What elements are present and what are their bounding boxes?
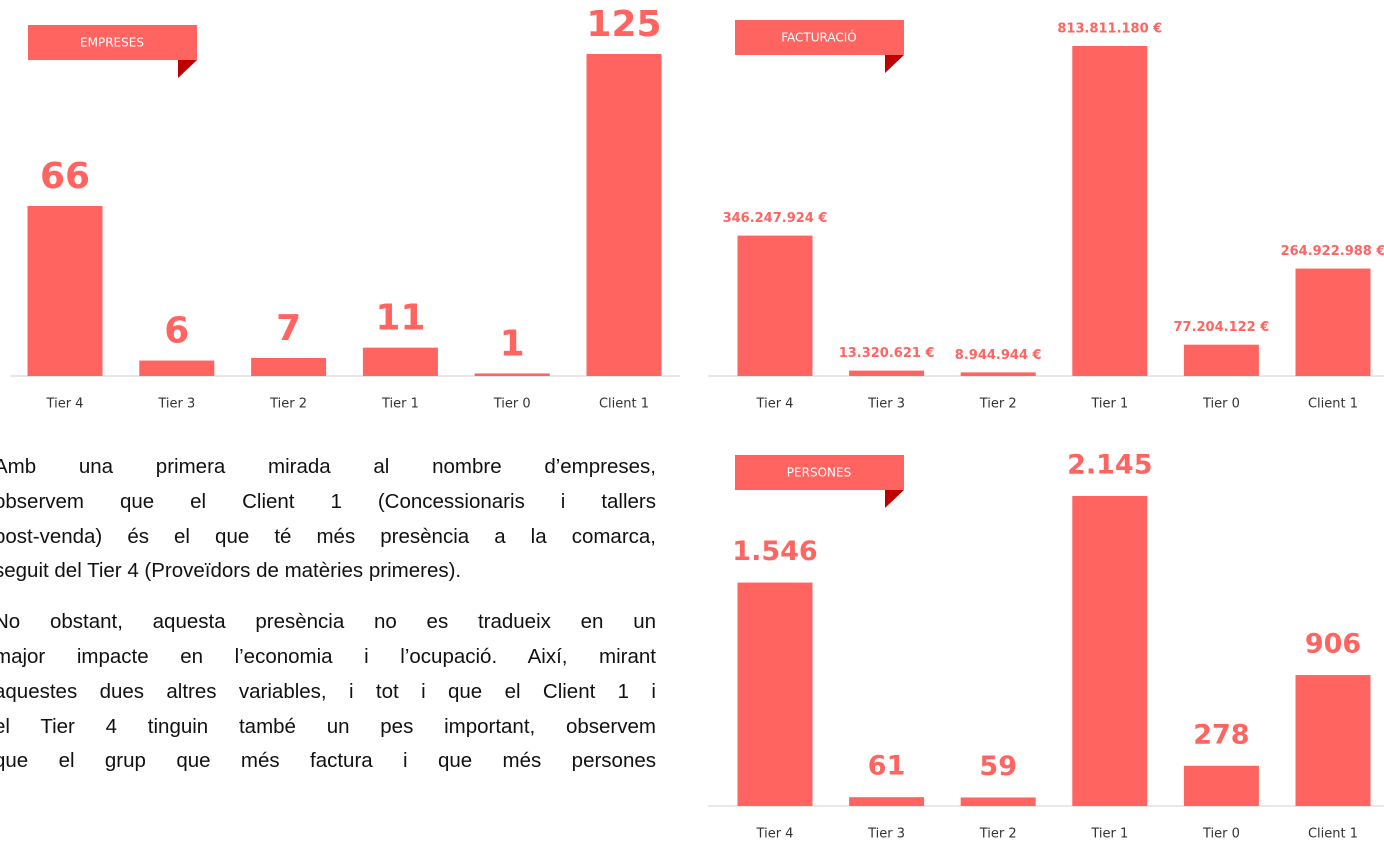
value-label: 66 (40, 156, 90, 197)
text-line: seguit del Tier 4 (Proveïdors de matèrie… (0, 559, 462, 583)
bar (960, 372, 1036, 376)
text-line: major impacte en l’economia i l’ocupació… (0, 644, 656, 668)
text-line: el Tier 4 tinguin també un pes important… (0, 714, 656, 738)
bar (849, 797, 925, 806)
value-label: 61 (868, 751, 906, 782)
bar (737, 582, 813, 806)
value-label: 59 (979, 751, 1017, 782)
bar (474, 373, 550, 376)
x-tick-label: Tier 0 (1202, 827, 1240, 841)
bar (737, 235, 813, 376)
bar (1072, 46, 1148, 376)
x-tick-label: Tier 3 (867, 827, 905, 841)
title-tag (28, 25, 197, 60)
title-tag (735, 20, 904, 55)
value-label: 906 (1305, 629, 1361, 660)
x-tick-label: Tier 3 (867, 397, 905, 412)
value-label: 1 (500, 323, 525, 364)
value-label: 6 (164, 311, 189, 352)
value-label: 2.145 (1067, 450, 1152, 481)
value-label: 1.546 (732, 536, 817, 567)
value-label: 278 (1193, 719, 1249, 750)
value-label: 77.204.122 € (1173, 320, 1269, 335)
x-tick-label: Tier 3 (157, 397, 195, 412)
tag-fold (885, 490, 904, 508)
paragraph: No obstant, aquesta presència no es trad… (0, 605, 656, 779)
x-tick-label: Tier 2 (979, 827, 1017, 841)
value-label: 11 (375, 298, 425, 339)
x-tick-label: Tier 1 (1090, 397, 1128, 412)
value-label: 13.320.621 € (839, 346, 935, 361)
value-label: 264.922.988 € (1281, 244, 1384, 259)
x-tick-label: Tier 2 (269, 397, 307, 412)
bar (1072, 496, 1148, 806)
text-line: Amb una primera mirada al nombre d’empre… (0, 455, 656, 478)
bar (1183, 344, 1259, 376)
bar (1183, 765, 1259, 806)
x-tick-label: Tier 4 (756, 827, 794, 841)
text-line: aquestes dues altres variables, i tot i … (0, 679, 656, 703)
text-line: No obstant, aquesta presència no es trad… (0, 610, 656, 634)
text-line: post-venda) és el que té més presència a… (0, 524, 656, 548)
x-tick-label: Tier 0 (1202, 397, 1240, 412)
body-text: Amb una primera mirada al nombre d’empre… (0, 450, 656, 795)
bar (251, 357, 327, 376)
x-tick-label: Client 1 (1308, 827, 1358, 841)
x-tick-label: Client 1 (1308, 397, 1358, 412)
value-label: 125 (586, 4, 661, 45)
x-tick-label: Tier 2 (979, 397, 1017, 412)
paragraph: Amb una primera mirada al nombre d’empre… (0, 450, 656, 589)
bar (960, 797, 1036, 806)
x-tick-label: Client 1 (599, 397, 649, 412)
value-label: 8.944.944 € (955, 348, 1042, 363)
x-tick-label: Tier 4 (46, 397, 84, 412)
chart-title: PERSONES (787, 466, 851, 480)
value-label: 7 (276, 308, 301, 349)
text-line: observem que el Client 1 (Concessionaris… (0, 489, 656, 513)
title-tag (735, 455, 904, 490)
value-label: 813.811.180 € (1057, 22, 1162, 37)
tag-fold (885, 55, 904, 73)
bar (849, 370, 925, 376)
tag-fold (178, 60, 197, 78)
chart-title: EMPRESES (80, 36, 144, 50)
x-tick-label: Tier 0 (493, 397, 531, 412)
bar (27, 205, 103, 376)
x-tick-label: Tier 4 (756, 397, 794, 412)
bar (1295, 268, 1371, 376)
bar (362, 347, 438, 376)
bar (139, 360, 215, 376)
value-label: 346.247.924 € (723, 211, 828, 226)
x-tick-label: Tier 1 (1090, 827, 1128, 841)
chart-title: FACTURACIÓ (781, 30, 857, 45)
bar (586, 54, 662, 376)
bar (1295, 675, 1371, 806)
x-tick-label: Tier 1 (381, 397, 419, 412)
text-line: que el grup que més factura i que més pe… (0, 749, 656, 773)
